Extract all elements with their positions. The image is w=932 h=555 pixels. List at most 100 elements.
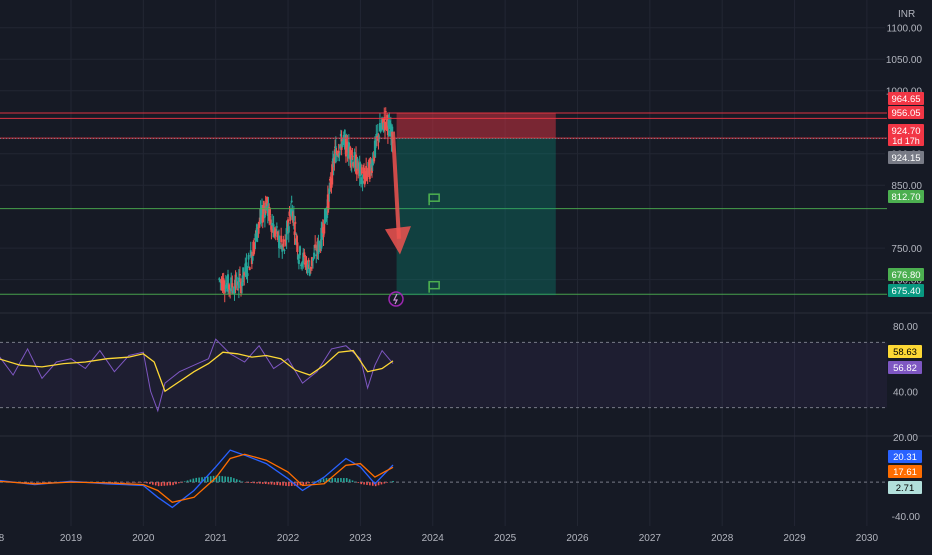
macd-histogram-bar	[30, 482, 32, 483]
macd-histogram-bar	[181, 482, 183, 483]
macd-histogram-bar	[242, 481, 244, 482]
macd-histogram-bar	[288, 482, 290, 486]
candle-body	[299, 246, 301, 255]
macd-histogram-bar	[297, 482, 299, 485]
x-tick-label: 2019	[60, 533, 83, 544]
macd-histogram-bar	[250, 482, 252, 483]
rsi-value-text: 58.63	[893, 347, 917, 358]
macd-histogram-bar	[224, 476, 226, 482]
rsi-band-fill	[0, 342, 887, 407]
price-label-text: 924.15	[891, 153, 920, 164]
rsi-tick-label: 80.00	[893, 322, 918, 333]
macd-histogram-bar	[166, 482, 168, 485]
candle-body	[283, 250, 285, 251]
macd-histogram-bar	[337, 478, 339, 482]
stop-zone	[397, 113, 556, 138]
candle-body	[313, 253, 315, 259]
macd-histogram-bar	[363, 482, 365, 484]
candle-body	[362, 181, 364, 184]
macd-histogram-bar	[135, 482, 137, 483]
rsi-panel[interactable]	[0, 339, 887, 411]
macd-histogram-bar	[158, 482, 160, 486]
x-tick-label: 2024	[422, 533, 445, 544]
macd-histogram-bar	[184, 481, 186, 482]
macd-histogram-bar	[245, 482, 247, 483]
x-tick-label: 2021	[205, 533, 228, 544]
macd-histogram-bar	[358, 482, 360, 483]
macd-histogram-bar	[28, 482, 30, 483]
macd-histogram-bar	[33, 482, 35, 483]
macd-histogram-bar	[285, 482, 287, 486]
x-tick-label: 2026	[566, 533, 589, 544]
macd-histogram-bar	[155, 482, 157, 485]
macd-histogram-bar	[219, 476, 221, 482]
macd-histogram-bar	[346, 478, 348, 482]
macd-histogram-bar	[227, 477, 229, 482]
macd-histogram-bar	[152, 482, 154, 485]
macd-histogram-bar	[334, 478, 336, 482]
macd-histogram-bar	[355, 482, 357, 483]
macd-value-text: 2.71	[896, 483, 915, 494]
price-label-text: 812.70	[891, 192, 920, 203]
x-tick-label: 2023	[349, 533, 372, 544]
macd-histogram-bar	[195, 478, 197, 482]
x-tick-label: 2030	[856, 533, 879, 544]
candle-body	[228, 284, 230, 289]
macd-tick-label: -40.00	[892, 512, 921, 523]
macd-histogram-bar	[389, 482, 391, 483]
macd-histogram-bar	[175, 482, 177, 484]
macd-histogram-bar	[366, 482, 368, 485]
macd-value-text: 17.61	[893, 467, 917, 478]
macd-histogram-bar	[274, 482, 276, 485]
macd-histogram-bar	[161, 482, 163, 486]
macd-histogram-bar	[39, 482, 41, 483]
macd-histogram-bar	[352, 480, 354, 482]
candle-body	[351, 156, 353, 157]
macd-histogram-bar	[349, 479, 351, 482]
macd-histogram-bar	[308, 482, 310, 483]
candle-body	[291, 201, 293, 203]
x-tick-label: 2027	[639, 533, 662, 544]
macd-histogram-bar	[143, 482, 145, 483]
x-tick-label: 2020	[132, 533, 155, 544]
candle-body	[331, 164, 333, 184]
macd-histogram-bar	[114, 482, 116, 483]
x-tick-label: 2028	[711, 533, 734, 544]
x-tick-label: 2022	[277, 533, 300, 544]
macd-histogram-bar	[253, 482, 255, 483]
candle-body	[282, 239, 284, 247]
y-tick-label: 1100.00	[887, 24, 923, 35]
macd-histogram-bar	[265, 482, 267, 484]
macd-histogram-bar	[378, 482, 380, 485]
macd-histogram-bar	[169, 482, 171, 485]
macd-histogram-bar	[256, 482, 258, 483]
macd-histogram-bar	[172, 482, 174, 485]
x-tick-label: 2029	[783, 533, 806, 544]
candle-body	[293, 216, 295, 221]
macd-histogram-bar	[198, 478, 200, 483]
macd-histogram-bar	[129, 482, 131, 483]
macd-histogram-bar	[120, 482, 122, 483]
macd-histogram-bar	[187, 480, 189, 482]
macd-histogram-bar	[271, 482, 273, 484]
macd-histogram-bar	[369, 482, 371, 485]
candle-body	[386, 115, 388, 121]
macd-histogram-bar	[323, 479, 325, 483]
candle-body	[247, 273, 249, 276]
macd-histogram-bar	[233, 478, 235, 482]
macd-histogram-bar	[164, 482, 166, 486]
macd-histogram-bar	[36, 482, 38, 483]
target-zone	[397, 138, 556, 295]
macd-histogram-bar	[392, 481, 394, 482]
y-tick-label: 1050.00	[886, 55, 923, 66]
macd-histogram-bar	[303, 482, 305, 485]
macd-histogram-bar	[239, 480, 241, 482]
macd-histogram-bar	[132, 482, 134, 483]
x-tick-label: 2025	[494, 533, 517, 544]
price-label-text: 676.80	[891, 270, 920, 281]
candle-body	[328, 188, 330, 193]
price-label-text: 956.05	[891, 108, 920, 119]
macd-histogram-bar	[259, 482, 261, 484]
